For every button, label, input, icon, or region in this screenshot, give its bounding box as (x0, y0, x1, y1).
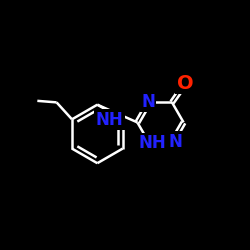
Text: NH: NH (138, 134, 166, 152)
Text: N: N (141, 92, 155, 110)
Text: NH: NH (96, 111, 124, 129)
Text: O: O (177, 74, 194, 93)
Text: N: N (168, 133, 182, 151)
